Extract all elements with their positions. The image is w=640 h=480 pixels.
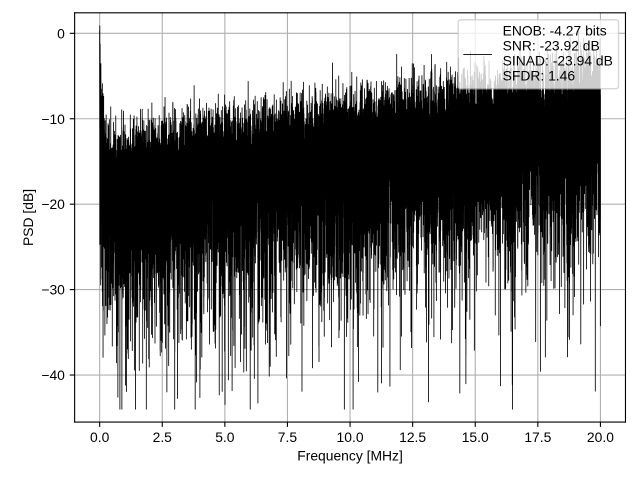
- svg-text:−10: −10: [41, 111, 65, 127]
- svg-text:5.0: 5.0: [215, 429, 235, 445]
- svg-text:0.0: 0.0: [90, 429, 110, 445]
- svg-text:7.5: 7.5: [278, 429, 298, 445]
- svg-text:−40: −40: [41, 367, 65, 383]
- svg-text:Frequency [MHz]: Frequency [MHz]: [297, 447, 403, 463]
- svg-text:SINAD: -23.94 dB: SINAD: -23.94 dB: [503, 52, 613, 68]
- svg-text:2.5: 2.5: [153, 429, 173, 445]
- svg-text:17.5: 17.5: [524, 429, 551, 445]
- svg-text:12.5: 12.5: [399, 429, 426, 445]
- svg-text:PSD [dB]: PSD [dB]: [20, 189, 36, 246]
- svg-text:ENOB: -4.27 bits: ENOB: -4.27 bits: [503, 22, 607, 38]
- svg-text:10.0: 10.0: [337, 429, 364, 445]
- svg-text:15.0: 15.0: [462, 429, 489, 445]
- svg-text:−30: −30: [41, 282, 65, 298]
- svg-text:SFDR: 1.46: SFDR: 1.46: [503, 67, 576, 83]
- svg-text:SNR: -23.92 dB: SNR: -23.92 dB: [503, 37, 600, 53]
- svg-text:−20: −20: [41, 196, 65, 212]
- svg-text:0: 0: [57, 25, 65, 41]
- svg-text:20.0: 20.0: [587, 429, 614, 445]
